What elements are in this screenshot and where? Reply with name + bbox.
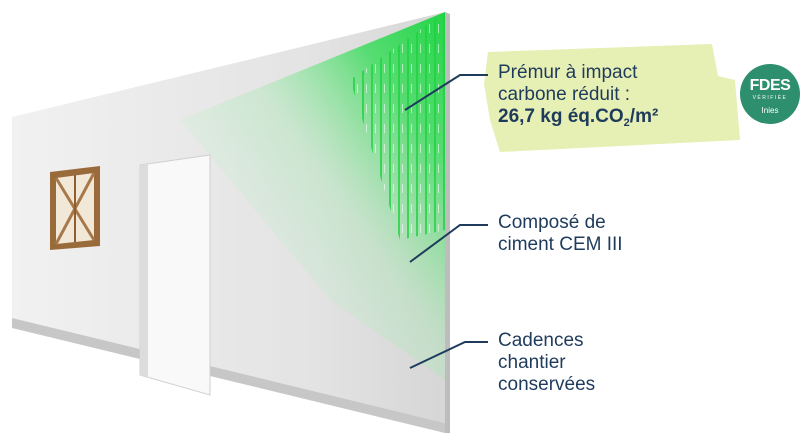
badge-title: FDES <box>749 77 791 94</box>
callout-cement: Composé de ciment CEM III <box>498 212 623 256</box>
carbon-value-text: 26,7 kg éq.CO <box>498 106 624 127</box>
badge-subtitle: VÉRIFIÉE <box>752 95 788 101</box>
callout-highlight <box>484 44 740 152</box>
wall-end <box>445 12 450 433</box>
callout-line: Prémur à impact <box>498 62 638 83</box>
callout-cadence: Cadences chantier conservées <box>498 330 595 396</box>
carbon-unit: /m² <box>629 106 659 127</box>
carbon-value: 26,7 kg éq.CO2/m² <box>498 106 658 130</box>
callout-line: conservées <box>498 374 596 395</box>
wall-edge <box>12 318 445 433</box>
callout-carbon: Prémur à impact carbone réduit : 26,7 kg… <box>498 62 658 130</box>
leader-line-2 <box>409 224 488 263</box>
callout-line: carbone réduit : <box>498 84 631 105</box>
callout-line: Composé de <box>498 212 606 233</box>
leader-line-1 <box>404 74 488 111</box>
badge-label: Inies <box>761 106 779 115</box>
door-opening <box>139 154 211 396</box>
carbon-subscript: 2 <box>623 117 630 129</box>
leader-line-3 <box>409 341 488 369</box>
fdes-badge: FDES VÉRIFIÉE Inies <box>740 64 800 124</box>
callout-line: Cadences <box>498 330 584 351</box>
callout-line: chantier <box>498 352 566 373</box>
carbon-effect <box>180 12 445 380</box>
callout-line: ciment CEM III <box>498 234 623 255</box>
window-frame <box>50 166 100 250</box>
